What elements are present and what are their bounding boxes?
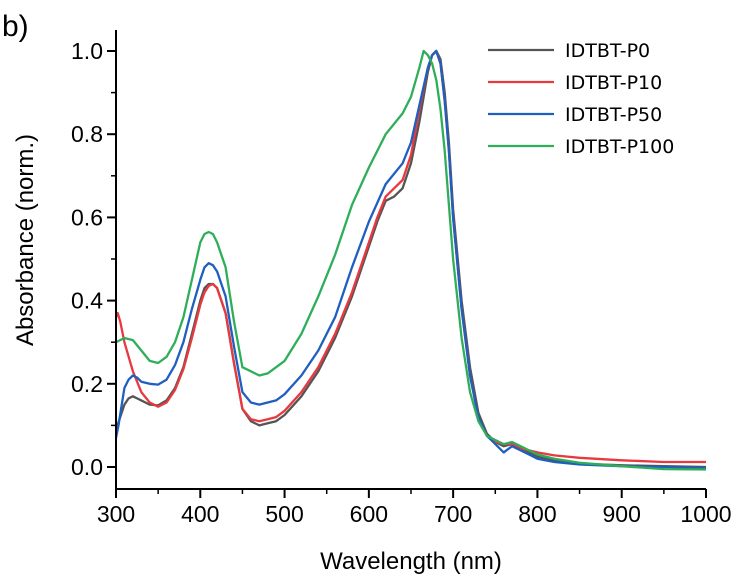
y-tick-label: 0.2	[71, 371, 103, 397]
legend: IDTBT-P0 IDTBT-P10 IDTBT-P50 IDTBT-P100	[488, 40, 674, 158]
y-tick-label: 0.0	[71, 454, 103, 480]
series-line-idtbt-p100	[115, 49, 707, 471]
y-tick-label: 0.4	[71, 288, 103, 314]
ticks-layer: 300 400 500 600 700 800 900 1000 0.0 0.2 0.4 0.6 0.8…	[71, 38, 732, 527]
y-tick-label: 0.8	[71, 121, 103, 147]
legend-label-idtbt-p50: IDTBT-P50	[565, 104, 662, 126]
legend-label-idtbt-p0: IDTBT-P0	[565, 40, 650, 62]
series-line-idtbt-p50	[114, 49, 707, 470]
x-tick-label: 900	[603, 501, 641, 527]
x-tick-label: 400	[181, 501, 219, 527]
x-tick-label: 300	[97, 501, 135, 527]
y-axis-title: Absorbance (norm.)	[12, 134, 39, 346]
x-tick-label: 500	[265, 501, 303, 527]
y-tick-label: 1.0	[71, 38, 103, 64]
y-tick-label: 0.6	[71, 204, 103, 230]
panel-label: b)	[2, 10, 29, 43]
x-tick-label: 800	[518, 501, 556, 527]
series-layer	[114, 49, 707, 471]
x-axis-title: Wavelength (nm)	[320, 548, 502, 574]
x-tick-label: 600	[350, 501, 388, 527]
x-tick-label: 1000	[680, 501, 731, 527]
legend-label-idtbt-p100: IDTBT-P100	[565, 136, 674, 158]
x-tick-label: 700	[434, 501, 472, 527]
legend-label-idtbt-p10: IDTBT-P10	[565, 72, 662, 94]
